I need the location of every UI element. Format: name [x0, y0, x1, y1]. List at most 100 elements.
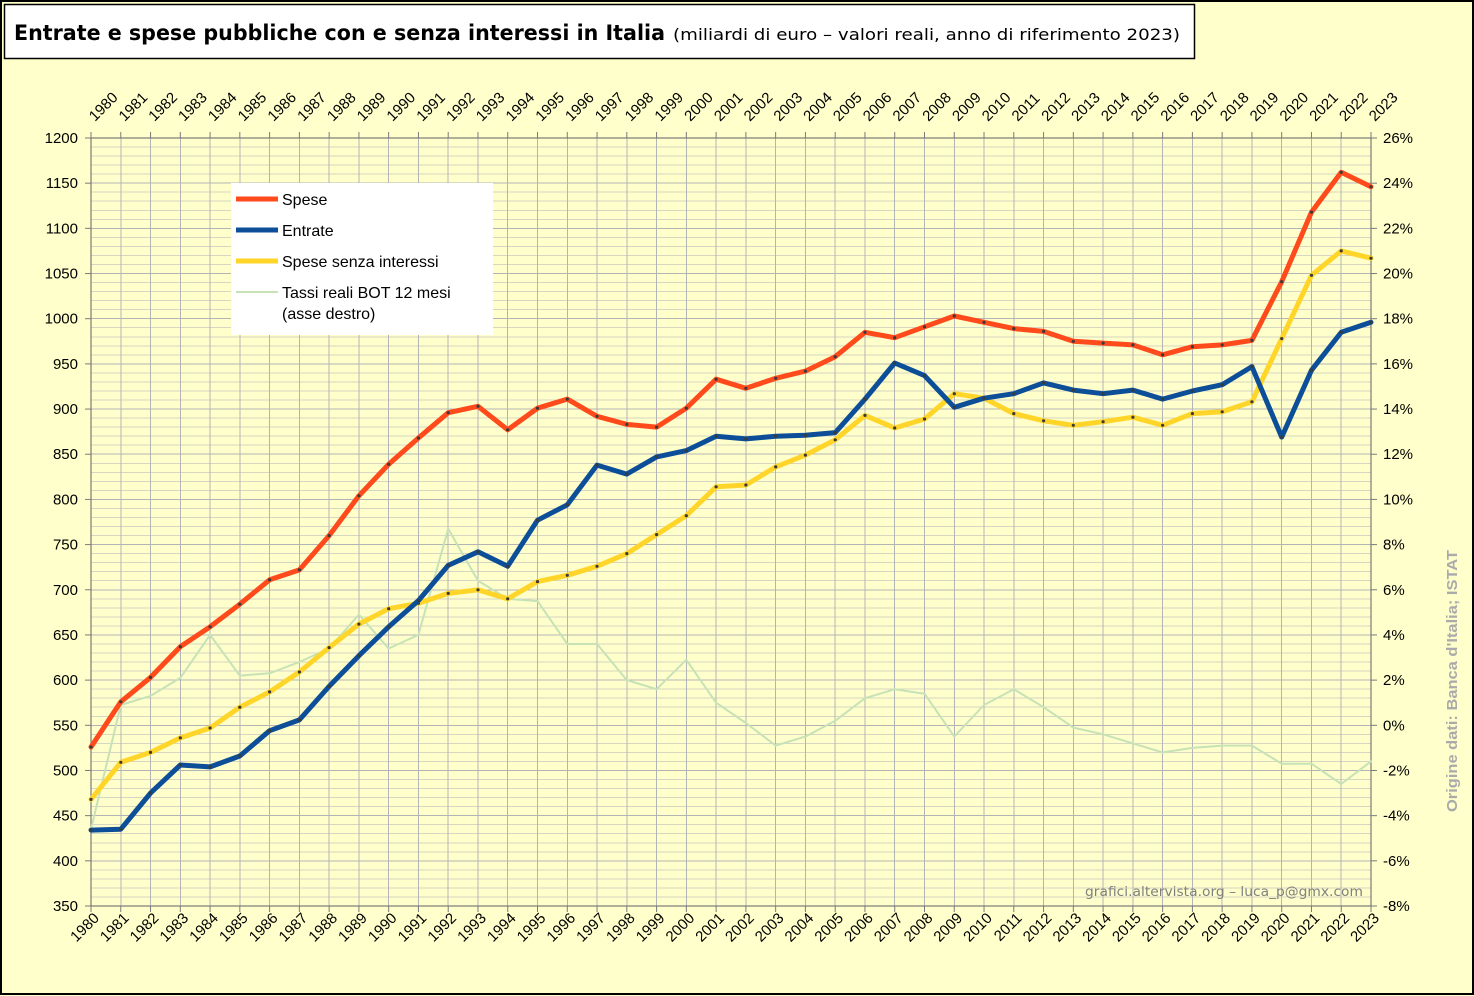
data-point-spese-1994 [506, 428, 510, 432]
data-point-spese-senza-interessi-1992 [446, 591, 450, 596]
series-line-spese [88, 169, 1374, 750]
legend-label-spese-senza-interessi: Spese senza interessi [282, 254, 439, 271]
series-line-entrate [88, 319, 1374, 833]
data-point-tassi-bot-2003 [774, 744, 777, 747]
y2-axis-tick-label: -4% [1383, 808, 1410, 825]
data-point-spese-senza-interessi-2015 [1131, 415, 1135, 419]
data-point-spese-senza-interessi-1983 [178, 736, 182, 740]
data-point-entrate-2001 [714, 434, 718, 438]
data-point-spese-2010 [982, 320, 986, 324]
data-point-tassi-bot-2013 [1072, 726, 1075, 729]
data-point-entrate-1996 [565, 503, 569, 507]
legend-item-entrate: Entrate [236, 223, 334, 240]
legend-label-entrate: Entrate [282, 223, 334, 240]
data-point-tassi-bot-1992 [447, 527, 450, 530]
data-point-entrate-2003 [774, 434, 778, 438]
data-point-entrate-1990 [387, 625, 391, 629]
data-point-spese-senza-interessi-2012 [1042, 419, 1046, 423]
data-point-entrate-1980 [89, 828, 93, 832]
data-point-spese-senza-interessi-1990 [387, 607, 391, 611]
data-point-spese-senza-interessi-2022 [1339, 249, 1343, 253]
legend-item-spese-senza-interessi: Spese senza interessi [236, 254, 439, 271]
data-point-tassi-bot-2007 [893, 688, 896, 691]
y2-axis-tick-label: 20% [1383, 266, 1413, 283]
legend-label-tassi-bot: Tassi reali BOT 12 mesi [282, 285, 451, 302]
data-point-entrate-2014 [1101, 392, 1105, 396]
data-point-entrate-1985 [238, 754, 242, 758]
data-point-tassi-bot-1989 [357, 613, 360, 616]
data-point-spese-senza-interessi-1984 [208, 726, 212, 730]
data-point-spese-2019 [1250, 338, 1254, 342]
data-point-entrate-1988 [327, 684, 331, 689]
data-point-spese-1996 [565, 397, 569, 401]
series-line-tassi-bot [90, 527, 1372, 831]
data-point-spese-senza-interessi-2017 [1190, 412, 1194, 416]
data-point-spese-2023 [1369, 185, 1373, 189]
y-axis-tick-label-600: 600 [53, 672, 78, 689]
data-point-entrate-1989 [357, 654, 361, 658]
y2-axis-tick-label: 2% [1383, 672, 1405, 689]
data-point-tassi-bot-2015 [1131, 742, 1134, 745]
data-point-entrate-2007 [893, 361, 897, 365]
data-point-entrate-2010 [982, 396, 986, 400]
data-point-spese-2018 [1220, 343, 1224, 347]
data-point-tassi-bot-1999 [655, 688, 658, 691]
y-axis-tick-label-650: 650 [53, 627, 78, 644]
data-point-tassi-bot-2016 [1161, 751, 1164, 754]
data-point-tassi-bot-2014 [1102, 733, 1105, 736]
y-axis-tick-label-1100: 1100 [46, 220, 78, 237]
data-point-tassi-bot-1997 [596, 643, 598, 645]
data-point-tassi-bot-2019 [1250, 744, 1253, 747]
data-point-entrate-2008 [922, 374, 927, 378]
data-point-spese-1989 [357, 494, 361, 498]
data-point-spese-2015 [1131, 343, 1135, 347]
data-point-entrate-2020 [1280, 435, 1284, 439]
data-point-entrate-1995 [535, 518, 540, 522]
data-point-tassi-bot-2017 [1191, 746, 1194, 749]
data-point-tassi-bot-2021 [1310, 762, 1313, 765]
y2-axis-tick-label: 26% [1383, 130, 1413, 147]
legend-item-spese: Spese [236, 192, 327, 209]
data-point-tassi-bot-2012 [1042, 706, 1045, 709]
y2-axis-tick-label: 0% [1383, 717, 1405, 734]
series-entrate [88, 319, 1374, 833]
data-point-spese-1991 [416, 436, 420, 440]
y-axis-tick-label-1200: 1200 [45, 130, 78, 147]
data-point-spese-senza-interessi-2020 [1280, 337, 1284, 341]
data-point-tassi-bot-2000 [685, 658, 688, 661]
legend: Spese Entrate Spese senza interessi Tass… [231, 183, 493, 335]
legend-note-asse-destro: (asse destro) [282, 306, 375, 323]
y-axis-tick-label-1000: 1000 [45, 311, 78, 328]
data-point-spese-1997 [595, 414, 599, 418]
legend-item-tassi-bot: Tassi reali BOT 12 mesi (asse destro) [236, 285, 451, 323]
data-point-entrate-2006 [863, 397, 867, 401]
data-point-entrate-1982 [148, 791, 153, 795]
data-point-tassi-bot-2006 [864, 697, 866, 700]
data-point-spese-senza-interessi-2000 [684, 514, 688, 518]
data-point-entrate-2013 [1071, 388, 1075, 392]
data-point-spese-senza-interessi-2004 [803, 453, 808, 457]
title-background [3, 3, 1196, 60]
data-point-tassi-bot-1993 [477, 579, 479, 582]
data-point-spese-senza-interessi-1998 [625, 552, 629, 556]
data-point-entrate-1987 [297, 718, 301, 722]
data-point-spese-1998 [625, 422, 629, 426]
data-point-spese-senza-interessi-2021 [1309, 273, 1314, 277]
data-point-spese-2012 [1042, 329, 1046, 333]
data-point-tassi-bot-1983 [179, 676, 182, 679]
data-point-entrate-2018 [1220, 383, 1224, 387]
data-point-spese-1984 [208, 625, 212, 629]
data-point-tassi-bot-2022 [1340, 783, 1343, 785]
data-point-tassi-bot-1998 [625, 679, 628, 682]
data-point-entrate-2002 [744, 437, 748, 441]
data-point-spese-2008 [922, 325, 927, 329]
data-point-spese-senza-interessi-2002 [744, 483, 748, 487]
data-point-spese-senza-interessi-2003 [774, 465, 778, 469]
chart-title: Entrate e spese pubbliche con e senza in… [14, 21, 665, 45]
y-axis-tick-label-350: 350 [53, 898, 78, 915]
y2-axis-tick-label: -6% [1383, 853, 1410, 870]
data-point-spese-1983 [178, 645, 182, 649]
data-point-tassi-bot-2002 [744, 722, 747, 724]
